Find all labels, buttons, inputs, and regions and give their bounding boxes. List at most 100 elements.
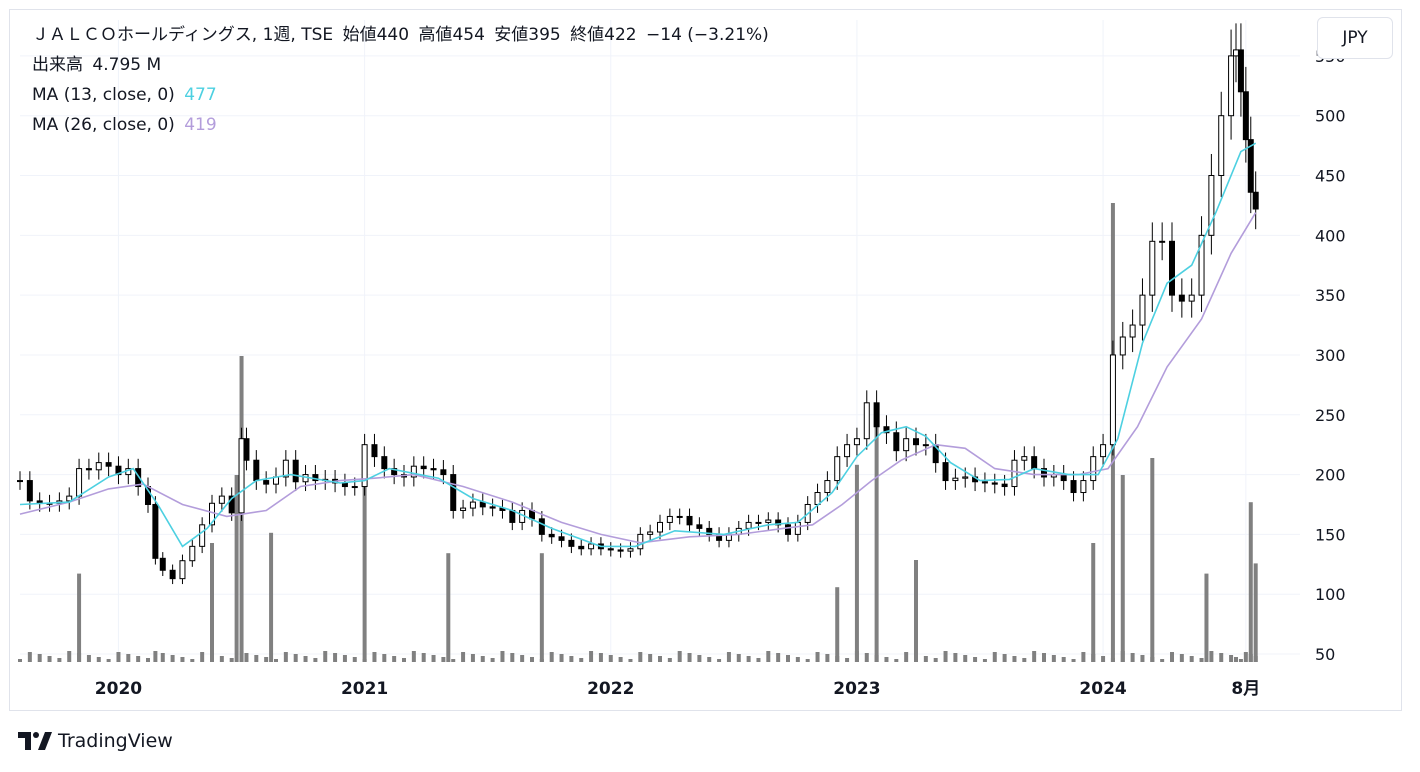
legend-ma13[interactable]: MA (13, close, 0) 477 [32, 84, 221, 106]
candle-body [1070, 480, 1077, 494]
volume-bar [1238, 659, 1243, 662]
volume-bar [352, 657, 357, 662]
candle-body [765, 519, 772, 523]
volume-bar [874, 407, 879, 662]
volume-bar [667, 658, 672, 662]
volume-bar [86, 655, 91, 662]
volume-bar [1061, 657, 1066, 662]
ma26-line [19, 212, 1257, 544]
volume-bar [269, 532, 274, 662]
volume-bar [57, 658, 62, 662]
candle-body [159, 557, 166, 571]
candle-body [105, 462, 112, 467]
volume-bar [1229, 655, 1234, 662]
candle-body [489, 506, 496, 509]
close-value: 422 [604, 25, 637, 45]
candle-body [1109, 354, 1116, 446]
volume-bar [845, 658, 850, 662]
candle-body [1198, 234, 1205, 296]
candle-body [617, 549, 624, 552]
volume-bar [264, 657, 269, 662]
volume-bar [274, 659, 278, 662]
volume-bar [106, 659, 111, 662]
candle-body [1090, 456, 1097, 482]
candle-body [169, 569, 176, 580]
candle-body [853, 438, 860, 446]
candle-body [1119, 336, 1126, 356]
candle-body [26, 480, 33, 502]
candle-body [824, 480, 831, 494]
volume-bar [520, 655, 525, 662]
candle-body [1080, 480, 1087, 494]
volume-bar [904, 652, 909, 662]
volume-bar [190, 659, 195, 662]
candle-body [361, 444, 368, 488]
candle-body [1031, 456, 1038, 470]
volume-bar [126, 654, 131, 662]
volume-bar [323, 651, 328, 662]
volume-bar [992, 652, 997, 662]
candle-body [243, 438, 250, 461]
volume-bar [219, 656, 224, 662]
candle-body [263, 480, 270, 485]
volume-bar [923, 656, 928, 662]
candle-body [1247, 139, 1254, 193]
volume-bar [943, 651, 948, 662]
high-label: 高値 [418, 25, 453, 45]
legend-ma26[interactable]: MA (26, close, 0) 419 [32, 114, 221, 136]
volume-bar [293, 654, 298, 662]
volume-bar [914, 560, 918, 662]
candle-body [115, 465, 122, 476]
candle-body [991, 482, 998, 485]
volume-bar [963, 655, 968, 662]
volume-bar [1022, 658, 1027, 662]
y-tick-label: 150 [1315, 525, 1346, 544]
candle-body [627, 548, 634, 552]
x-tick-label: 8月 [1231, 679, 1260, 699]
volume-bar [726, 652, 731, 662]
candle-body [745, 521, 752, 529]
volume-bar [756, 658, 761, 662]
volume-bar [815, 652, 820, 662]
volume-bar [47, 656, 52, 662]
ma26-value: 419 [184, 115, 217, 135]
volume-bar [1012, 656, 1017, 662]
volume-bar [254, 655, 259, 662]
candle-body [218, 495, 225, 504]
volume-bar [1120, 475, 1125, 662]
x-tick-label: 2023 [833, 679, 880, 699]
candle-body [1100, 444, 1107, 458]
chart-frame: 50100150200250300350400450500550 2020202… [9, 9, 1402, 711]
volume-bar [854, 464, 859, 662]
volume-bar [244, 653, 249, 662]
candle-body [1149, 240, 1156, 296]
candle-body [588, 543, 595, 550]
volume-bar [1253, 563, 1258, 662]
volume-bar [1130, 653, 1135, 662]
candle-body [1129, 324, 1136, 338]
currency-button[interactable]: JPY [1317, 17, 1393, 59]
volume-bar [549, 652, 554, 662]
volume-bar [96, 657, 101, 662]
candle-body [1169, 240, 1175, 296]
candle-body [883, 426, 890, 434]
volume-bar [37, 654, 42, 662]
volume-bar [687, 653, 692, 662]
volume-bar [421, 653, 426, 662]
volume-bar [153, 651, 158, 662]
candle-body [1228, 55, 1235, 117]
volume-bar [382, 654, 387, 662]
low-value: 395 [528, 25, 561, 45]
volume-bar [795, 657, 800, 662]
volume-bar [116, 652, 121, 662]
volume-bar [333, 653, 338, 662]
candle-body [381, 456, 388, 470]
tradingview-brand[interactable]: TradingView [18, 730, 173, 752]
close-label: 終値 [570, 25, 605, 45]
volume-bar [200, 652, 205, 662]
candle-body [578, 545, 585, 550]
volume-bar [146, 658, 150, 662]
price-chart[interactable]: 50100150200250300350400450500550 2020202… [10, 10, 1403, 712]
candle-body [981, 481, 988, 484]
volume-bar [170, 655, 175, 662]
